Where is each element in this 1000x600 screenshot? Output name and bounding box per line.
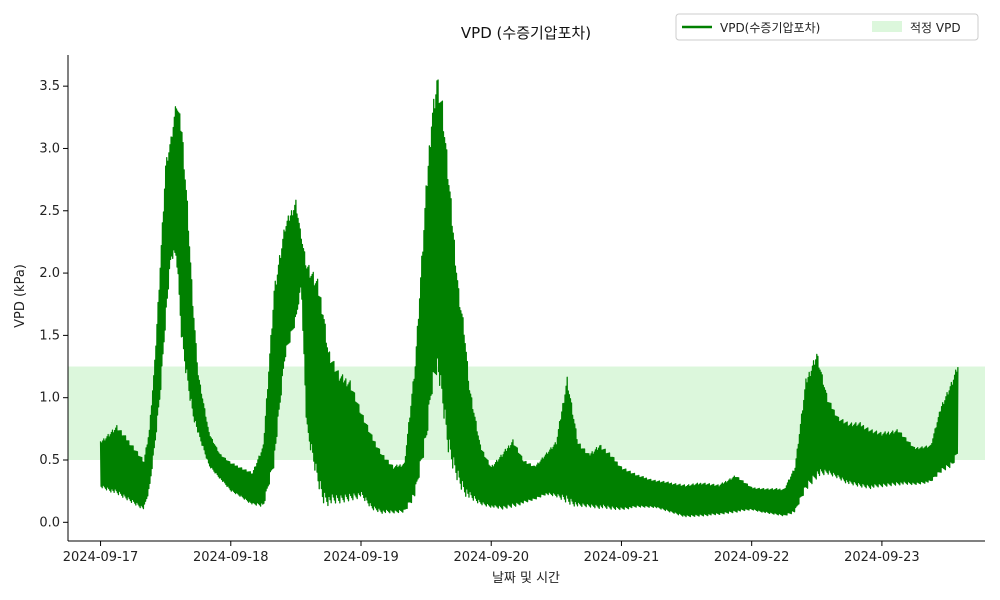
legend: VPD(수증기압포차) 적정 VPD — [675, 13, 979, 41]
x-tick-label: 2024-09-21 — [584, 550, 660, 565]
x-tick-label: 2024-09-18 — [193, 550, 269, 565]
y-tick-label: 2.5 — [39, 204, 60, 219]
legend-band-label: 적정 VPD — [910, 21, 961, 35]
x-tick-label: 2024-09-17 — [63, 550, 139, 565]
x-tick-label: 2024-09-22 — [714, 550, 790, 565]
chart-title: VPD (수증기압포차) — [461, 24, 591, 42]
y-tick-label: 1.0 — [39, 391, 60, 406]
y-tick-label: 3.5 — [39, 79, 60, 94]
y-tick-label: 1.5 — [39, 328, 60, 343]
legend-series-label: VPD(수증기압포차) — [720, 21, 820, 35]
y-tick-label: 0.5 — [39, 453, 60, 468]
y-tick-label: 3.0 — [39, 141, 60, 156]
legend-band-swatch — [872, 21, 902, 32]
x-tick-label: 2024-09-19 — [323, 550, 399, 565]
y-tick-label: 2.0 — [39, 266, 60, 281]
y-tick-label: 0.0 — [39, 515, 60, 530]
vpd-series-line — [99, 79, 959, 518]
x-tick-label: 2024-09-20 — [453, 550, 529, 565]
x-axis-title: 날짜 및 시간 — [492, 571, 560, 586]
x-tick-label: 2024-09-23 — [844, 550, 920, 565]
legend-frame — [675, 13, 979, 41]
y-axis-title: VPD (kPa) — [13, 264, 28, 328]
